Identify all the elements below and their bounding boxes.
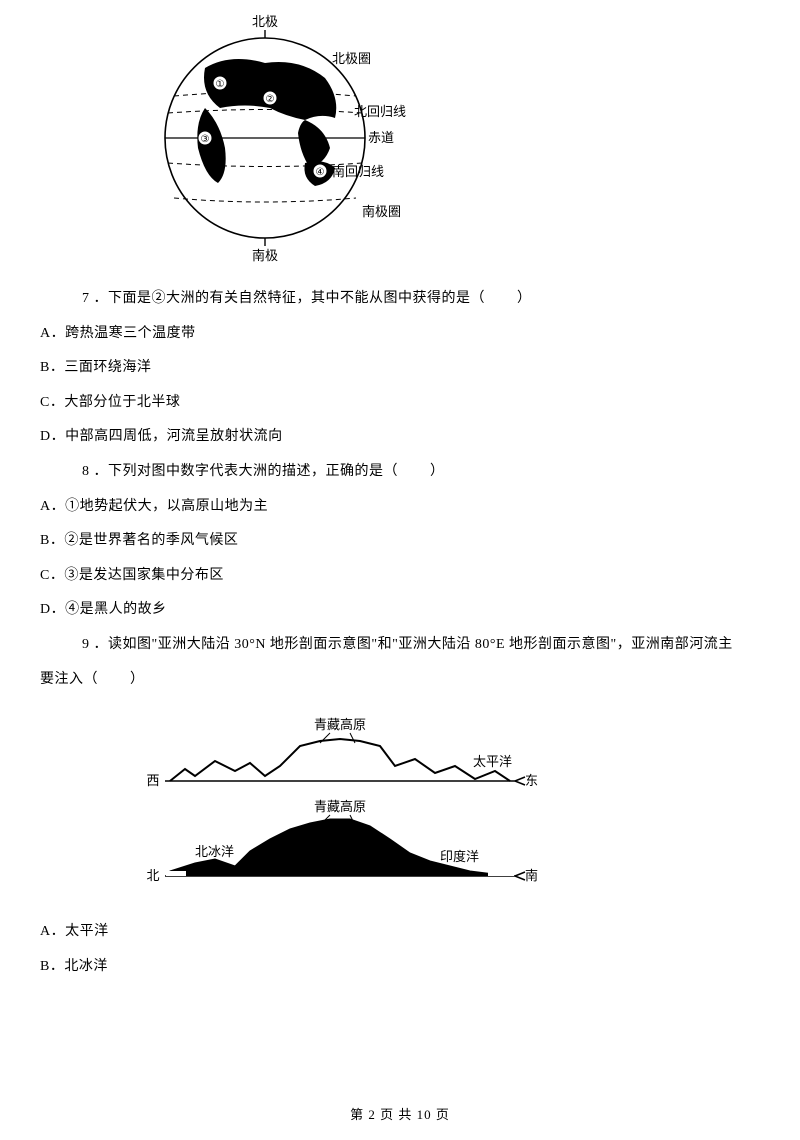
q8-option-a: A．①地势起伏大，以高原山地为主 — [40, 494, 760, 521]
label-east: 东 — [525, 773, 538, 788]
q9-stem-end: ） — [130, 672, 145, 687]
label-qz-1: 青藏高原 — [314, 717, 366, 732]
q7-option-b: B．三面环绕海洋 — [40, 355, 760, 382]
q8-option-b: B．②是世界著名的季风气候区 — [40, 528, 760, 555]
label-north-pole: 北极 — [252, 14, 278, 29]
label-tropic-cancer: 北回归线 — [354, 104, 406, 119]
q8-stem-text: 8 ．下列对图中数字代表大洲的描述，正确的是（ — [82, 464, 398, 479]
label-equator: 赤道 — [368, 130, 394, 145]
label-west: 西 — [146, 773, 159, 788]
q7-stem: 7 ．下面是②大洲的有关自然特征，其中不能从图中获得的是（ ） — [82, 286, 760, 313]
q8-stem: 8 ．下列对图中数字代表大洲的描述，正确的是（ ） — [82, 459, 760, 486]
label-south: 南 — [525, 868, 538, 883]
q7-stem-text: 7 ．下面是②大洲的有关自然特征，其中不能从图中获得的是（ — [82, 291, 485, 306]
q7-option-d: D．中部高四周低，河流呈放射状流向 — [40, 424, 760, 451]
marker-2: ② — [266, 94, 275, 105]
q7-stem-end: ） — [517, 291, 532, 306]
globe-svg: ① ② ③ ④ 北极 北极圈 北回归线 赤道 南回归线 南极圈 南极 — [150, 8, 410, 268]
q9-stem-b: 要注入（ — [40, 672, 98, 687]
profile-diagram: 青藏高原 西 太平洋 东 青藏高原 北 北冰洋 印度洋 南 — [140, 711, 560, 901]
q9-option-a: A．太平洋 — [40, 919, 760, 946]
q9-stem-line2: 要注入（ ） — [40, 667, 760, 694]
footer-a: 第 — [350, 1107, 368, 1122]
profile-svg: 青藏高原 西 太平洋 东 青藏高原 北 北冰洋 印度洋 南 — [140, 711, 560, 901]
marker-4: ④ — [316, 167, 325, 178]
q9-option-b: B．北冰洋 — [40, 954, 760, 981]
label-arctic-circle: 北极圈 — [332, 51, 371, 66]
label-antarctic-circle: 南极圈 — [362, 204, 401, 219]
footer-b: 页 共 — [376, 1107, 417, 1122]
label-north: 北 — [146, 868, 159, 883]
label-indian-ocean: 印度洋 — [440, 849, 479, 864]
label-arctic-ocean: 北冰洋 — [195, 844, 234, 859]
globe-diagram: ① ② ③ ④ 北极 北极圈 北回归线 赤道 南回归线 南极圈 南极 — [150, 8, 400, 268]
q9-stem-line1: 9 ．读如图"亚洲大陆沿 30°N 地形剖面示意图"和"亚洲大陆沿 80°E 地… — [82, 632, 760, 659]
page-footer: 第 2 页 共 10 页 — [0, 1103, 800, 1128]
label-qz-2: 青藏高原 — [314, 799, 366, 814]
label-pacific: 太平洋 — [473, 754, 512, 769]
footer-page: 2 — [368, 1107, 376, 1122]
footer-c: 页 — [432, 1107, 450, 1122]
q7-option-c: C．大部分位于北半球 — [40, 390, 760, 417]
label-tropic-capricorn: 南回归线 — [332, 164, 384, 179]
q8-option-d: D．④是黑人的故乡 — [40, 597, 760, 624]
label-south-pole: 南极 — [252, 248, 278, 263]
marker-3: ③ — [201, 134, 210, 145]
q7-option-a: A．跨热温寒三个温度带 — [40, 321, 760, 348]
footer-total: 10 — [417, 1107, 432, 1122]
q8-stem-end: ） — [430, 464, 445, 479]
q8-option-c: C．③是发达国家集中分布区 — [40, 563, 760, 590]
marker-1: ① — [216, 79, 225, 90]
